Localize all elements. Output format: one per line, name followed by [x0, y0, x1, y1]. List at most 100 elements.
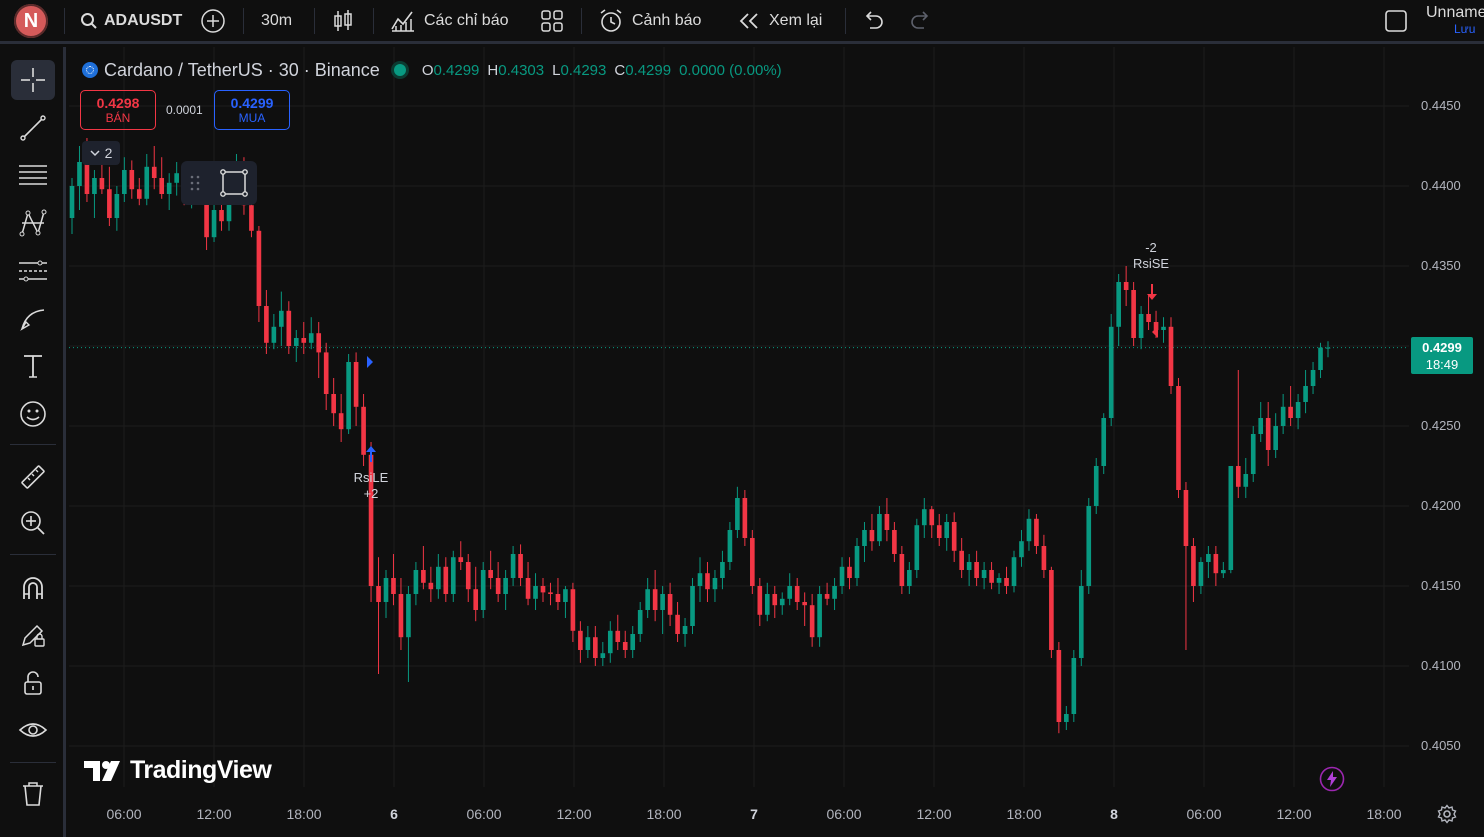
pattern-icon	[19, 209, 47, 237]
lock-drawing-tool[interactable]	[11, 615, 55, 655]
candle-body	[705, 573, 710, 590]
candle-body	[622, 642, 628, 650]
short-signal-qty: -2	[1145, 240, 1157, 255]
crosshair-icon	[21, 68, 45, 92]
candle-body	[645, 589, 650, 610]
time-tick-label: 12:00	[916, 806, 952, 822]
candlestick-icon	[334, 9, 352, 31]
select-rectangle-icon[interactable]	[219, 168, 249, 198]
candle-body	[1168, 326, 1174, 386]
candle-body	[1161, 326, 1166, 330]
candle-body	[1258, 418, 1264, 434]
sell-label: BÁN	[105, 111, 131, 125]
unlock-icon	[24, 671, 42, 695]
remove-drawings-tool[interactable]	[11, 774, 55, 814]
tradingview-watermark[interactable]: TradingView	[84, 756, 272, 785]
candle-body	[1153, 322, 1159, 330]
toolbar-divider	[373, 8, 374, 34]
sell-button[interactable]: 0.4298 BÁN	[80, 90, 156, 130]
candle-body	[398, 594, 404, 638]
time-tick-label: 06:00	[826, 806, 862, 822]
candle-body	[877, 514, 882, 542]
indicators-collapse-button[interactable]: 2	[82, 141, 120, 165]
fullscreen-button[interactable]	[1384, 0, 1408, 41]
brush-tool[interactable]	[11, 299, 55, 339]
candle-body	[129, 170, 135, 190]
buy-button[interactable]: 0.4299 MUA	[214, 90, 290, 130]
symbol-title[interactable]: Cardano / TetherUS · 30 · Binance	[104, 59, 380, 80]
zoom-in-tool[interactable]	[11, 503, 55, 543]
candle-body	[907, 570, 912, 586]
candle-body	[301, 338, 307, 343]
replay-button[interactable]: Xem lại	[737, 0, 822, 41]
toolbar-divider	[64, 8, 65, 34]
layouts-button[interactable]	[540, 0, 564, 41]
candle-body	[1086, 506, 1092, 586]
price-tick-label: 0.4200	[1421, 498, 1461, 513]
candle-body	[1123, 282, 1129, 290]
alerts-button[interactable]: Cảnh báo	[598, 0, 701, 41]
market-status-icon	[393, 64, 406, 76]
forecast-icon	[19, 260, 47, 282]
fib-tool[interactable]	[11, 155, 55, 195]
candle-body	[495, 578, 501, 594]
floating-toolbar	[181, 161, 257, 205]
candle-body	[122, 170, 127, 194]
symbol-search-button[interactable]: ADAUSDT	[80, 0, 182, 41]
candle-body	[914, 525, 920, 570]
candle-body	[473, 589, 479, 610]
chart-legend: Cardano / TetherUS · 30 · Binance O0.429…	[82, 58, 790, 82]
candle-body	[1265, 418, 1271, 450]
time-tick-label: 8	[1110, 806, 1118, 822]
crosshair-tool[interactable]	[11, 60, 55, 100]
emoji-tool[interactable]	[11, 394, 55, 434]
candle-body	[323, 352, 329, 394]
interval-label: 30m	[261, 11, 293, 29]
candle-body	[1078, 586, 1084, 658]
candle-body	[1295, 402, 1301, 418]
candle-body	[286, 310, 292, 346]
undo-button[interactable]	[862, 0, 884, 41]
time-tick-label: 18:00	[1366, 806, 1402, 822]
interval-button[interactable]: 30m	[261, 0, 292, 41]
candle-body	[1221, 570, 1226, 574]
candle-body	[921, 509, 927, 526]
candle-body	[92, 178, 97, 194]
candle-body	[809, 605, 815, 638]
candlestick-chart[interactable]	[69, 47, 1484, 837]
pattern-tool[interactable]	[11, 203, 55, 243]
candle-body	[675, 614, 680, 634]
chart-type-button[interactable]	[331, 0, 355, 41]
spread-value: 0.0001	[166, 103, 203, 117]
forecast-tool[interactable]	[11, 251, 55, 291]
magnet-tool[interactable]	[11, 568, 55, 608]
candle-body	[787, 586, 793, 599]
trend-line-tool[interactable]	[11, 108, 55, 148]
candle-body	[1108, 326, 1114, 418]
grid-icon	[541, 9, 563, 32]
lock-all-tool[interactable]	[11, 663, 55, 703]
settings-gear-icon[interactable]	[1437, 804, 1457, 824]
candle-body	[166, 182, 172, 194]
redo-button[interactable]	[910, 0, 932, 41]
user-avatar[interactable]: N	[14, 4, 48, 38]
candle-body	[510, 554, 516, 578]
measure-tool[interactable]	[11, 457, 55, 497]
candle-body	[1071, 658, 1077, 714]
chart-pane[interactable]	[69, 47, 1484, 837]
sell-price: 0.4298	[96, 95, 140, 111]
candle-body	[563, 589, 568, 602]
lightning-icon[interactable]	[1319, 766, 1345, 792]
candle-body	[518, 554, 523, 578]
candle-body	[450, 557, 456, 594]
hide-drawings-tool[interactable]	[11, 710, 55, 750]
compare-symbol-button[interactable]	[200, 0, 226, 41]
candle-body	[1034, 518, 1039, 546]
candle-body	[824, 594, 830, 599]
layout-save-area[interactable]: Unnamed Lưu	[1426, 4, 1484, 40]
text-tool[interactable]	[11, 346, 55, 386]
indicators-button[interactable]: Các chỉ báo	[390, 0, 509, 41]
candle-body	[682, 626, 688, 634]
drag-handle-icon[interactable]	[189, 173, 201, 193]
candle-body	[406, 594, 411, 638]
